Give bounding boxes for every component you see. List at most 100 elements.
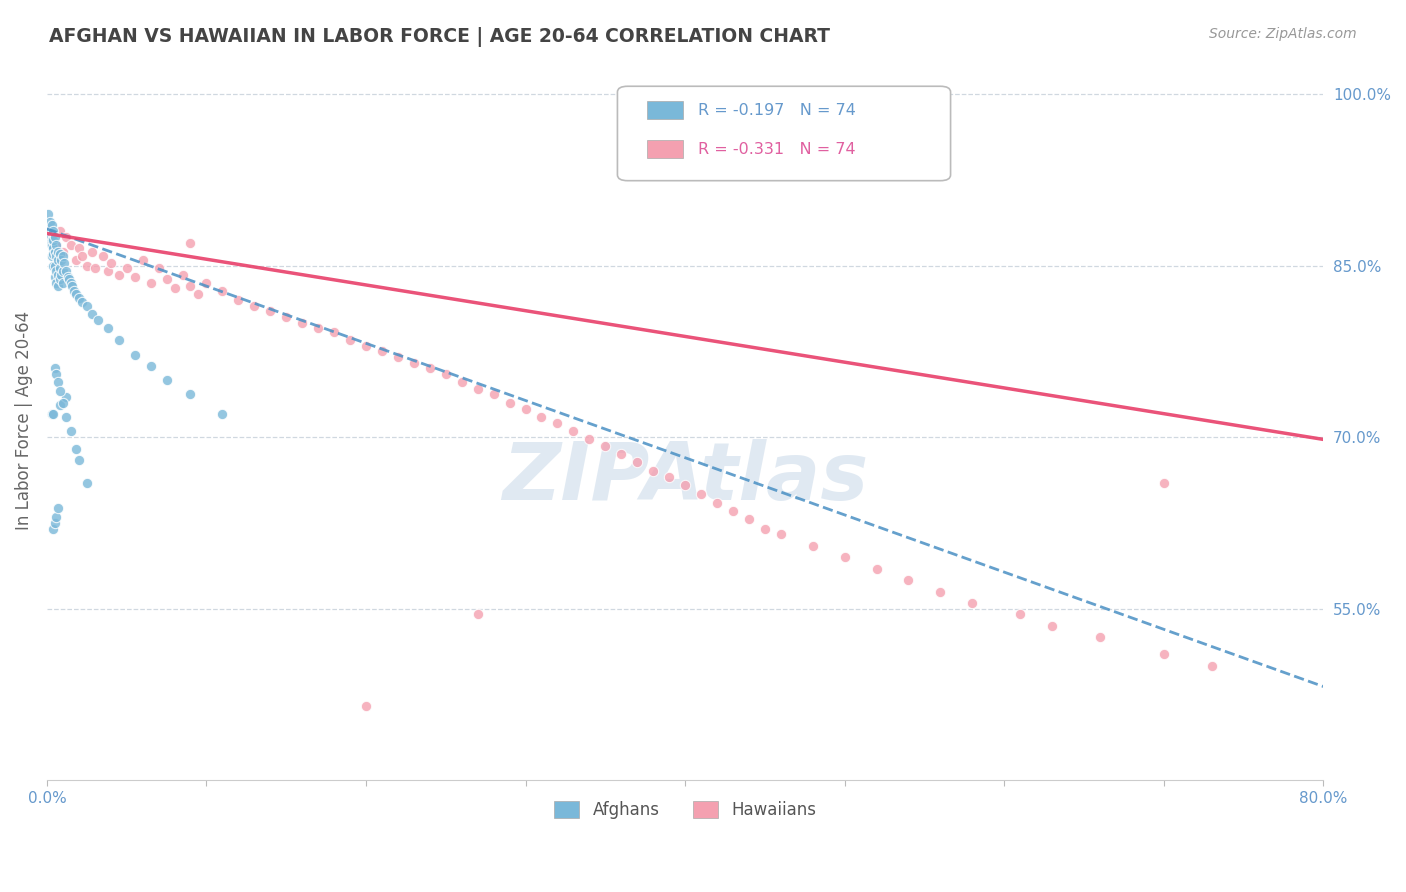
Point xyxy=(179,235,201,250)
Point xyxy=(562,425,585,439)
Point xyxy=(482,386,505,401)
Point xyxy=(46,244,69,259)
Point xyxy=(37,224,59,238)
Point xyxy=(67,453,90,467)
Point xyxy=(48,224,70,238)
Point xyxy=(76,259,98,273)
Point xyxy=(44,361,66,376)
Point xyxy=(46,279,69,293)
Point xyxy=(211,284,233,298)
Point xyxy=(354,338,377,352)
Point xyxy=(80,244,103,259)
Point xyxy=(45,264,67,278)
Point xyxy=(1040,619,1063,633)
Point xyxy=(44,244,66,259)
Point xyxy=(42,241,65,255)
Point xyxy=(45,238,67,252)
Point xyxy=(706,496,728,510)
Point xyxy=(834,550,856,565)
Point xyxy=(107,333,129,347)
Point xyxy=(578,433,600,447)
Point xyxy=(323,325,346,339)
Point xyxy=(155,373,177,387)
Point xyxy=(530,409,553,424)
Point xyxy=(139,276,162,290)
Point xyxy=(41,238,63,252)
Point xyxy=(42,224,65,238)
Point xyxy=(897,573,920,587)
Point xyxy=(70,249,93,263)
Point xyxy=(63,284,86,298)
FancyBboxPatch shape xyxy=(617,87,950,181)
Point xyxy=(37,207,59,221)
Point xyxy=(51,268,73,282)
Point xyxy=(70,295,93,310)
Point xyxy=(163,281,186,295)
Point xyxy=(115,260,138,275)
Point xyxy=(595,439,617,453)
Point xyxy=(76,299,98,313)
Point xyxy=(243,299,266,313)
Point xyxy=(291,316,314,330)
Point xyxy=(42,259,65,273)
Point xyxy=(42,522,65,536)
Point xyxy=(41,233,63,247)
Text: AFGHAN VS HAWAIIAN IN LABOR FORCE | AGE 20-64 CORRELATION CHART: AFGHAN VS HAWAIIAN IN LABOR FORCE | AGE … xyxy=(49,27,830,46)
Point xyxy=(48,247,70,261)
Point xyxy=(107,268,129,282)
Point xyxy=(211,407,233,421)
Point xyxy=(1088,630,1111,644)
Point xyxy=(45,367,67,381)
Point xyxy=(55,409,77,424)
Point xyxy=(83,260,105,275)
Text: R = -0.331   N = 74: R = -0.331 N = 74 xyxy=(697,142,855,157)
Point xyxy=(546,417,568,431)
Point xyxy=(55,264,77,278)
Point xyxy=(626,455,648,469)
Point xyxy=(41,407,63,421)
Point xyxy=(65,252,87,267)
Point xyxy=(354,698,377,713)
Point xyxy=(48,398,70,412)
Point xyxy=(65,442,87,456)
Point xyxy=(769,527,792,541)
Point xyxy=(371,344,394,359)
Point xyxy=(52,249,75,263)
Point xyxy=(673,478,696,492)
Point xyxy=(58,272,80,286)
Point xyxy=(39,230,62,244)
Point xyxy=(148,260,170,275)
Point xyxy=(307,321,329,335)
Point xyxy=(754,522,776,536)
Point xyxy=(44,269,66,284)
Y-axis label: In Labor Force | Age 20-64: In Labor Force | Age 20-64 xyxy=(15,310,32,530)
Point xyxy=(172,268,194,282)
Point xyxy=(42,233,65,247)
Point xyxy=(179,279,201,293)
Point xyxy=(1153,648,1175,662)
Point xyxy=(610,447,633,461)
Point xyxy=(46,501,69,516)
Point xyxy=(80,307,103,321)
Point xyxy=(498,396,520,410)
Point xyxy=(187,287,209,301)
Point xyxy=(39,235,62,250)
Point xyxy=(387,350,409,364)
Point xyxy=(45,249,67,263)
Point xyxy=(52,396,75,410)
Point xyxy=(179,386,201,401)
Point xyxy=(515,401,537,416)
Point xyxy=(467,607,489,622)
Point xyxy=(1010,607,1032,622)
Point xyxy=(46,375,69,389)
Point xyxy=(100,256,122,270)
Point xyxy=(42,407,65,421)
Point xyxy=(76,475,98,490)
Point xyxy=(45,510,67,524)
Point xyxy=(44,259,66,273)
Point xyxy=(738,512,761,526)
Point xyxy=(44,516,66,530)
Point xyxy=(52,264,75,278)
Point xyxy=(42,247,65,261)
Point xyxy=(46,252,69,267)
